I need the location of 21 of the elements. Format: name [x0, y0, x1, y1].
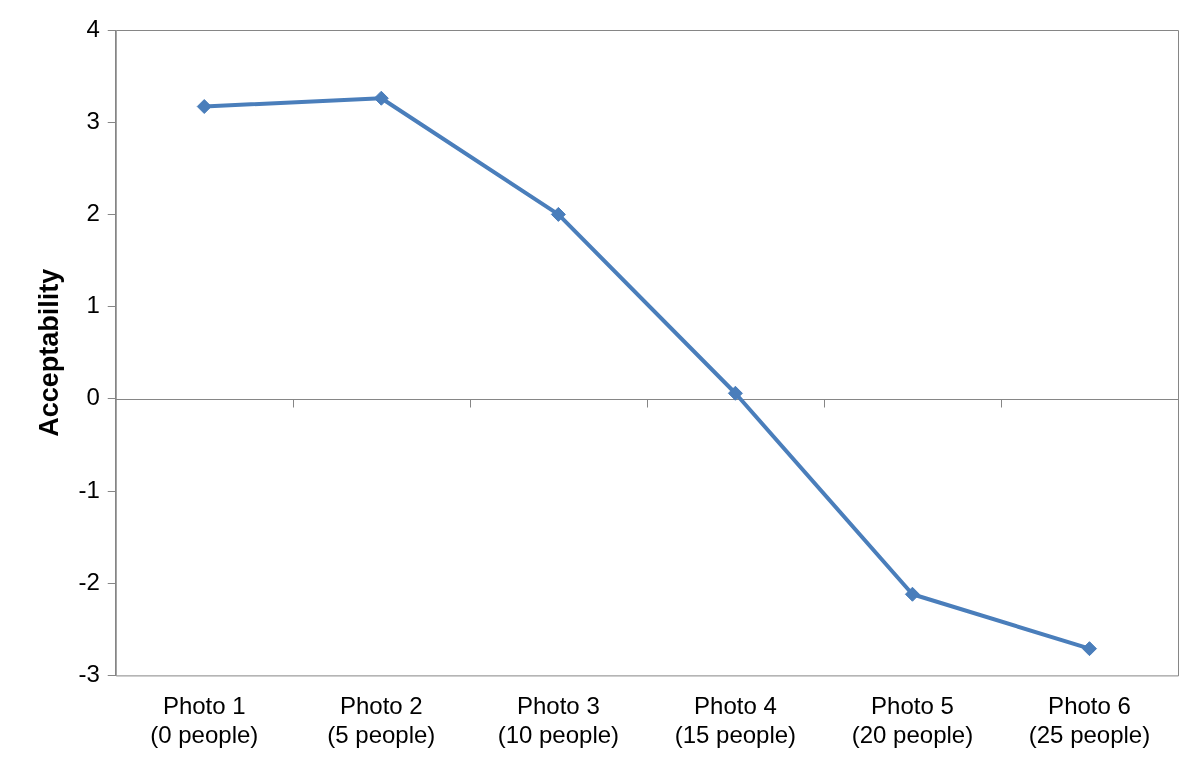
point: [196, 99, 212, 115]
point: [904, 586, 920, 602]
y-tick-label: -1: [78, 475, 100, 503]
x-tick-label: Photo 4 (15 people): [674, 692, 797, 749]
x-tick-label: Photo 2 (5 people): [327, 692, 436, 749]
point: [727, 385, 743, 401]
y-axis-title: Acceptability: [33, 268, 64, 437]
x-tick-label: Photo 6 (25 people): [1028, 692, 1151, 749]
point: [550, 206, 566, 222]
point: [1081, 641, 1097, 657]
y-tick-label: -2: [78, 567, 100, 595]
y-tick-label: 0: [86, 383, 100, 411]
x-tick-label: Photo 5 (20 people): [851, 692, 974, 749]
y-tick-label: 4: [86, 14, 100, 42]
x-tick-label: Photo 3 (10 people): [497, 692, 620, 749]
y-tick-label: 2: [86, 199, 100, 227]
point: [373, 90, 389, 106]
y-tick-label: 3: [86, 106, 100, 134]
y-tick-label: 1: [86, 291, 100, 319]
y-tick-label: -3: [78, 660, 100, 688]
x-tick-label: Photo 1 (0 people): [150, 692, 259, 749]
